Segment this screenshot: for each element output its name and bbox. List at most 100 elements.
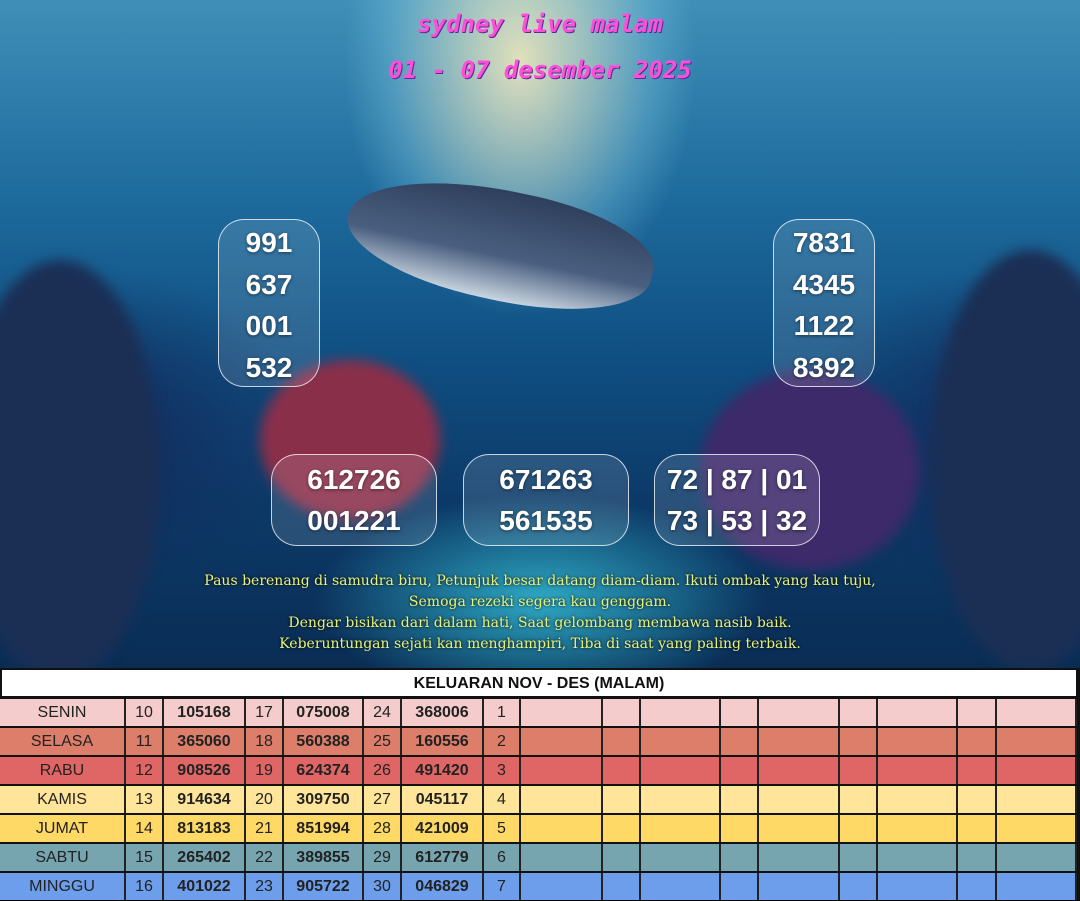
empty-cell bbox=[840, 873, 878, 900]
results-table: KELUARAN NOV - DES (MALAM) SENIN 10 105168… bbox=[0, 668, 1080, 900]
empty-cell bbox=[997, 786, 1077, 813]
date-cell: 18 bbox=[246, 728, 284, 755]
empty-cell bbox=[759, 873, 840, 900]
empty-cell bbox=[721, 757, 759, 784]
empty-cell bbox=[878, 728, 958, 755]
date-cell: 11 bbox=[126, 728, 164, 755]
date-cell: 2 bbox=[484, 728, 521, 755]
empty-cell bbox=[521, 815, 603, 842]
result-cell: 914634 bbox=[164, 786, 246, 813]
date-cell: 6 bbox=[484, 844, 521, 871]
empty-cell bbox=[721, 873, 759, 900]
result-cell: 105168 bbox=[164, 699, 246, 726]
date-cell: 12 bbox=[126, 757, 164, 784]
empty-cell bbox=[840, 728, 878, 755]
date-cell: 24 bbox=[364, 699, 402, 726]
empty-cell bbox=[603, 873, 641, 900]
empty-cell bbox=[840, 815, 878, 842]
empty-cell bbox=[721, 728, 759, 755]
empty-cell bbox=[958, 699, 997, 726]
poem-text: Paus berenang di samudra biru, Petunjuk … bbox=[200, 571, 880, 655]
empty-cell bbox=[759, 699, 840, 726]
empty-cell bbox=[603, 699, 641, 726]
result-cell: 560388 bbox=[284, 728, 364, 755]
empty-cell bbox=[958, 815, 997, 842]
empty-cell bbox=[521, 844, 603, 871]
date-cell: 16 bbox=[126, 873, 164, 900]
empty-cell bbox=[759, 815, 840, 842]
underwater-background: sydney live malam 01 - 07 desember 2025 … bbox=[0, 0, 1080, 668]
empty-cell bbox=[641, 815, 721, 842]
empty-cell bbox=[521, 728, 603, 755]
date-cell: 28 bbox=[364, 815, 402, 842]
prediction-number: 1122 bbox=[793, 310, 855, 341]
result-cell: 851994 bbox=[284, 815, 364, 842]
prediction-number: 72 | 87 | 01 bbox=[666, 464, 808, 495]
result-cell: 813183 bbox=[164, 815, 246, 842]
result-cell: 612779 bbox=[402, 844, 484, 871]
empty-cell bbox=[997, 699, 1077, 726]
result-cell: 389855 bbox=[284, 844, 364, 871]
empty-cell bbox=[997, 757, 1077, 784]
date-cell: 14 bbox=[126, 815, 164, 842]
day-cell: JUMAT bbox=[0, 815, 126, 842]
empty-cell bbox=[721, 786, 759, 813]
table-row: JUMAT 14 813183 21 851994 28 421009 5 bbox=[0, 815, 1080, 842]
result-cell: 160556 bbox=[402, 728, 484, 755]
prediction-number: 001221 bbox=[307, 505, 401, 536]
poem-line: Dengar bisikan dari dalam hati, Saat gel… bbox=[288, 615, 792, 631]
day-cell: RABU bbox=[0, 757, 126, 784]
date-cell: 21 bbox=[246, 815, 284, 842]
result-cell: 401022 bbox=[164, 873, 246, 900]
date-cell: 1 bbox=[484, 699, 521, 726]
prediction-right-column: 7831 4345 1122 8392 bbox=[773, 219, 875, 387]
date-cell: 25 bbox=[364, 728, 402, 755]
empty-cell bbox=[721, 699, 759, 726]
period-subtitle: 01 - 07 desember 2025 bbox=[388, 56, 692, 84]
result-cell: 368006 bbox=[402, 699, 484, 726]
result-cell: 908526 bbox=[164, 757, 246, 784]
table-row: RABU 12 908526 19 624374 26 491420 3 bbox=[0, 757, 1080, 784]
prediction-number: 637 bbox=[245, 268, 293, 300]
date-cell: 3 bbox=[484, 757, 521, 784]
result-cell: 905722 bbox=[284, 873, 364, 900]
reef-right bbox=[930, 250, 1080, 668]
date-cell: 17 bbox=[246, 699, 284, 726]
table-title: KELUARAN NOV - DES (MALAM) bbox=[2, 670, 1076, 696]
result-cell: 421009 bbox=[402, 815, 484, 842]
empty-cell bbox=[641, 699, 721, 726]
date-cell: 23 bbox=[246, 873, 284, 900]
prediction-number: 73 | 53 | 32 bbox=[666, 505, 808, 536]
poem-line: Keberuntungan sejati kan menghampiri, Ti… bbox=[279, 636, 801, 652]
prediction-number: 612726 bbox=[307, 464, 401, 495]
date-cell: 19 bbox=[246, 757, 284, 784]
poem-line: Paus berenang di samudra biru, Petunjuk … bbox=[204, 573, 876, 610]
prediction-number: 001 bbox=[245, 310, 293, 341]
empty-cell bbox=[997, 844, 1077, 871]
empty-cell bbox=[521, 757, 603, 784]
empty-cell bbox=[521, 699, 603, 726]
empty-cell bbox=[878, 699, 958, 726]
empty-cell bbox=[603, 786, 641, 813]
empty-cell bbox=[878, 786, 958, 813]
empty-cell bbox=[958, 844, 997, 871]
date-cell: 29 bbox=[364, 844, 402, 871]
prediction-box-center: 671263 561535 bbox=[463, 454, 629, 546]
result-cell: 309750 bbox=[284, 786, 364, 813]
empty-cell bbox=[603, 728, 641, 755]
empty-cell bbox=[759, 786, 840, 813]
empty-cell bbox=[958, 873, 997, 900]
day-cell: SENIN bbox=[0, 699, 126, 726]
result-cell: 624374 bbox=[284, 757, 364, 784]
result-cell: 045117 bbox=[402, 786, 484, 813]
prediction-box-right: 72 | 87 | 01 73 | 53 | 32 bbox=[654, 454, 820, 546]
reef-left bbox=[0, 260, 160, 668]
prediction-left-column: 991 637 001 532 bbox=[218, 219, 320, 387]
day-cell: MINGGU bbox=[0, 873, 126, 900]
empty-cell bbox=[840, 699, 878, 726]
empty-cell bbox=[840, 844, 878, 871]
table-row: SENIN 10 105168 17 075008 24 368006 1 bbox=[0, 699, 1080, 726]
empty-cell bbox=[997, 728, 1077, 755]
date-cell: 10 bbox=[126, 699, 164, 726]
date-cell: 5 bbox=[484, 815, 521, 842]
